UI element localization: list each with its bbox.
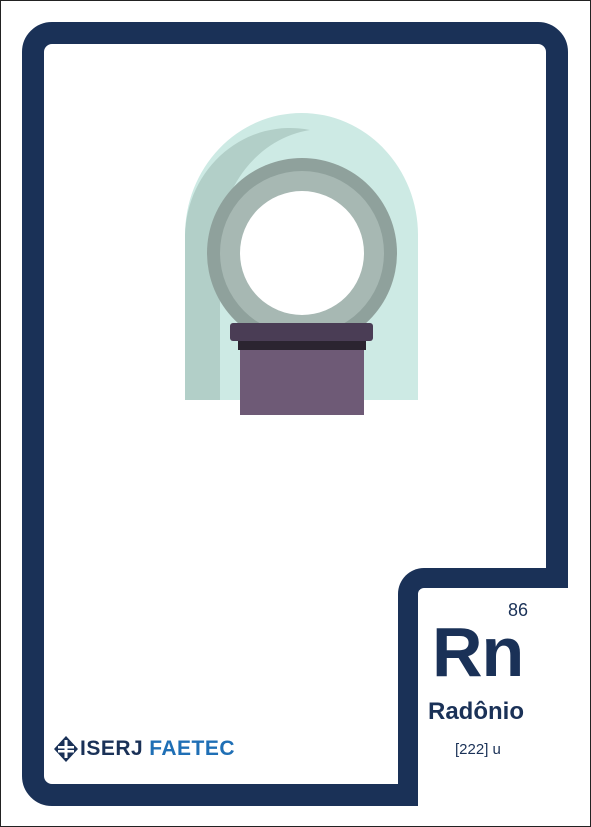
element-symbol: Rn bbox=[432, 613, 524, 691]
mri-scanner-icon bbox=[185, 112, 418, 415]
element-name: Radônio bbox=[428, 698, 524, 725]
logo-primary-text: ISERJ bbox=[80, 737, 144, 760]
iserj-emblem-icon bbox=[54, 736, 78, 762]
atomic-number: 86 bbox=[508, 600, 529, 620]
element-tile bbox=[398, 568, 568, 806]
logo-secondary-text: FAETEC bbox=[149, 737, 236, 760]
institution-logo: ISERJ FAETEC bbox=[54, 736, 235, 762]
atomic-mass: [222] u bbox=[455, 741, 501, 758]
